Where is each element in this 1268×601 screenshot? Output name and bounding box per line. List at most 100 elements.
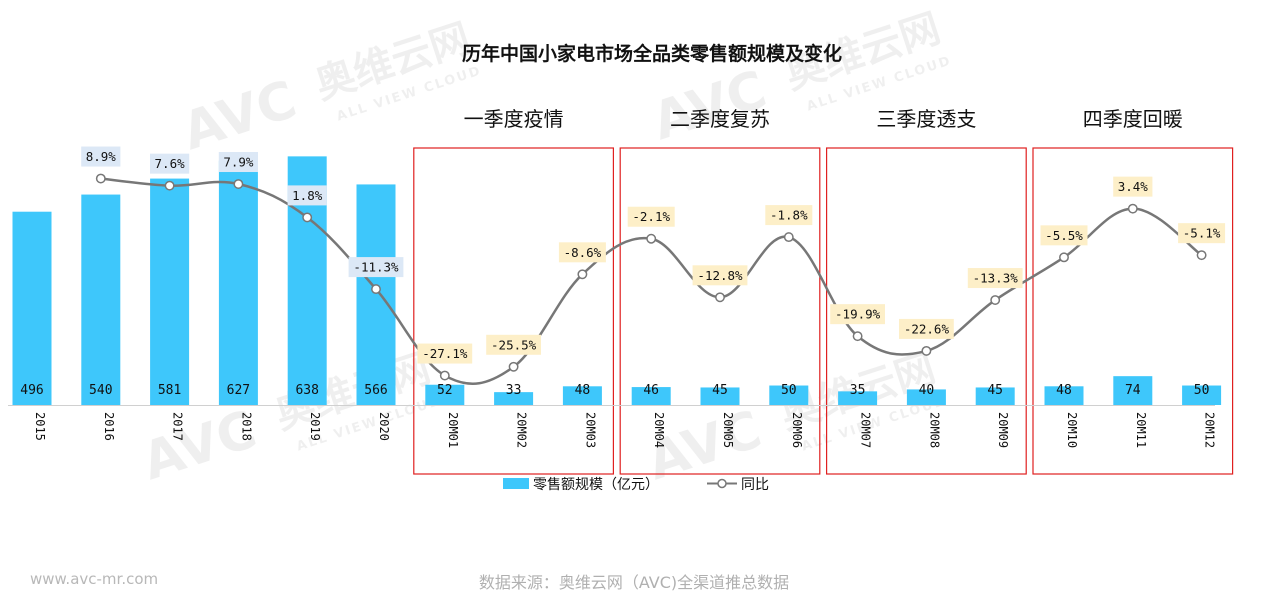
watermark-brand: AVC [175,70,303,163]
chart-legend: 零售额规模（亿元） 同比 [503,477,769,493]
yoy-label: -25.5% [491,337,537,352]
category-label: 20M10 [1065,412,1079,448]
bar [12,211,52,405]
yoy-marker [1127,203,1138,214]
quarter-title: 三季度透支 [876,107,976,131]
bar-value-label: 581 [158,383,181,398]
bar-value-label: 40 [919,383,935,398]
yoy-label: -19.9% [835,307,881,322]
yoy-label: 1.8% [292,188,323,203]
yoy-label: 8.9% [86,149,117,164]
bar [906,389,946,405]
yoy-marker [715,292,725,303]
quarter-box [1032,147,1234,475]
bar-value-label: 48 [575,383,591,398]
bar-value-label: 52 [437,383,453,398]
bar-value-label: 638 [295,383,318,398]
bar-value-label: 50 [781,383,797,398]
data-source-note: 数据来源：奥维云网（AVC)全渠道推总数据 [479,573,789,592]
yoy-label: -5.5% [1045,228,1083,243]
bar [1182,385,1222,405]
chart-title: 历年中国小家电市场全品类零售额规模及变化 [462,42,842,65]
category-label: 2015 [33,412,47,441]
yoy-marker [783,232,794,243]
category-axis-labels: 2015 2016 2017 2018 2019 2020 20M01 20M02 20M03 2… [33,412,1217,448]
yoy-marker [508,361,519,372]
bar [218,160,258,405]
yoy-marker [852,331,863,342]
legend-line-label: 同比 [741,477,769,493]
yoy-marker [1196,250,1207,261]
yoy-label-box [1040,225,1088,246]
category-label: 20M11 [1134,412,1148,448]
yoy-label-box [967,268,1023,289]
bar-value-label: 35 [850,383,866,398]
yoy-marker [233,179,244,189]
category-label: 20M06 [790,412,804,448]
category-label: 20M02 [515,412,529,448]
category-label: 20M08 [927,412,941,448]
yoy-label-box [150,153,190,174]
yoy-label-box [348,257,404,278]
yoy-label-box [287,185,327,206]
quarter-box [413,147,614,475]
yoy-marker [371,284,381,295]
category-label: 20M01 [446,412,460,448]
yoy-label-box [81,146,121,167]
legend-bar-swatch [503,478,529,489]
category-label: 2020 [377,412,391,441]
yoy-label: -12.8% [697,268,743,283]
yoy-label-box [627,206,675,227]
quarter-box [825,147,1027,475]
quarter-title: 四季度回暖 [1083,107,1183,131]
quarter-groups: 一季度疫情 二季度复苏 三季度透支 四季度回暖 [413,107,1234,475]
yoy-label: 3.4% [1118,179,1149,194]
bar [425,384,465,405]
bar-value-label: 45 [712,383,728,398]
yoy-label-box [899,318,954,339]
bar-value-label: 50 [1194,383,1210,398]
bar [838,391,878,405]
legend-bar-label: 零售额规模（亿元） [533,477,659,493]
yoy-label-box [417,343,473,364]
quarter-box [619,147,821,475]
category-label: 20M12 [1203,412,1217,448]
bar-value-label: 74 [1125,383,1141,398]
bar [975,387,1015,405]
yoy-label: -1.8% [770,208,808,223]
category-label: 20M03 [583,412,597,448]
yoy-marker [1059,252,1069,263]
yoy-label-box [558,242,606,263]
yoy-marker [921,345,932,356]
yoy-label: -22.6% [904,321,950,336]
yoy-label: 7.6% [155,156,186,171]
bar [562,386,602,405]
yoy-label: -13.3% [973,271,1019,286]
yoy-label-box [1113,176,1153,197]
yoy-label: 7.9% [223,155,254,170]
yoy-label: -11.3% [353,260,399,275]
category-label: 20M04 [652,412,666,448]
category-label: 2016 [102,412,116,441]
bar-value-label: 45 [987,383,1003,398]
bar-value-label: 566 [364,383,387,398]
yoy-label: -27.1% [422,346,468,361]
yoy-label: -8.6% [564,245,602,260]
yoy-marker [302,212,313,223]
yoy-marker [164,180,175,191]
bar [150,178,190,405]
quarter-title: 二季度复苏 [670,107,770,131]
yoy-label: -5.1% [1183,226,1221,241]
bar [631,387,671,405]
yoy-label: -2.1% [632,209,670,224]
bar [1044,386,1084,405]
yoy-line-series: 8.9% 7.6% 7.9% 1.8% -11.3% -27.1% -25.5% -8.6% -… [81,146,1226,385]
bar-series: 496 540 581 627 638 566 52 33 48 46 45 50 35 40 45 48 74… [12,156,1222,405]
yoy-marker [577,269,588,280]
bar [81,194,121,405]
bar-value-label: 46 [643,383,659,398]
category-label: 2018 [239,412,253,441]
bar [1113,376,1153,405]
